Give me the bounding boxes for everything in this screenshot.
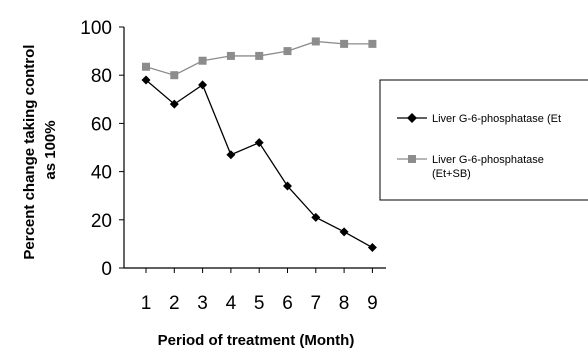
series-1-point [311,212,321,222]
series-2-point [283,47,292,56]
legend-marker-series-2 [408,155,416,163]
x-tick-label: 2 [169,293,180,314]
x-tick-label: 6 [282,293,293,314]
x-tick-label: 9 [367,293,378,314]
y-tick-label: 100 [80,18,112,39]
x-tick-label: 4 [226,293,237,314]
x-tick-label: 1 [141,293,152,314]
y-tick-label: 60 [91,114,112,135]
x-tick-label: 5 [254,293,265,314]
y-tick-label: 20 [91,211,112,232]
series-2-point [255,51,264,60]
y-tick-label: 0 [101,259,112,280]
series-2-point [340,39,349,48]
legend-marker-series-1 [407,113,417,123]
series-1-point [339,227,349,237]
series-1-point [226,150,236,160]
series-1-point [198,80,208,90]
series-1-point [141,75,151,85]
legend-label-series-2-line-2: (Et+SB) [432,168,471,180]
series-2-point [198,56,207,65]
y-ticks: 0 20 40 60 80 100 [80,18,124,280]
series-2-point [311,37,320,46]
y-tick-label: 40 [91,163,112,184]
y-axis-title: Percent change taking control as 100% [21,40,59,259]
series-1-line [145,79,373,249]
series-1-point [367,243,377,253]
legend-label-series-2-line-1: Liver G-6-phosphatase [432,154,544,166]
series-2-point [170,71,179,80]
y-axis-title-line-2: as 100% [42,120,59,179]
legend: Liver G-6-phosphatase (Et Liver G-6-phos… [379,79,588,201]
legend-label-series-2: Liver G-6-phosphatase (Et+SB) [432,154,547,180]
series-layer [141,37,377,253]
legend-label-series-1: Liver G-6-phosphatase (Et [432,113,561,125]
series-1-point [283,181,292,191]
legend-box [379,79,588,201]
series-2-point [142,62,150,71]
x-tick-label: 7 [311,293,322,314]
series-1-point [169,99,179,109]
x-tick-label: 8 [339,293,350,314]
axes [123,27,386,269]
y-axis-title-line-1: Percent change taking control [21,45,38,260]
series-2-point [368,39,377,48]
series-1-point [254,138,264,148]
x-tick-label: 3 [197,293,208,314]
series-2-point [226,51,235,60]
x-axis-title: Period of treatment (Month) [158,332,355,349]
y-tick-label: 80 [91,66,112,87]
